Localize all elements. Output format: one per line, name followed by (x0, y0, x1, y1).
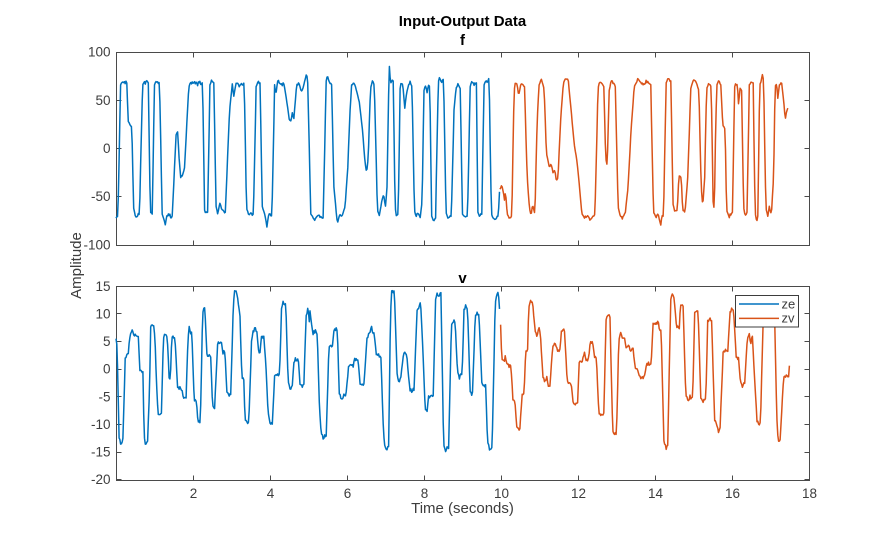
svg-text:-50: -50 (91, 189, 111, 204)
svg-text:-5: -5 (98, 389, 110, 404)
svg-text:14: 14 (648, 486, 664, 501)
svg-text:2: 2 (190, 486, 198, 501)
svg-text:-15: -15 (91, 445, 111, 460)
svg-text:15: 15 (95, 279, 110, 294)
svg-text:zv: zv (782, 311, 796, 326)
svg-text:4: 4 (267, 486, 275, 501)
svg-text:16: 16 (725, 486, 740, 501)
svg-text:12: 12 (571, 486, 586, 501)
svg-text:0: 0 (103, 141, 111, 156)
svg-text:10: 10 (95, 306, 110, 321)
svg-text:-20: -20 (91, 472, 111, 487)
svg-text:f: f (460, 32, 466, 49)
svg-text:50: 50 (95, 93, 110, 108)
svg-text:8: 8 (421, 486, 429, 501)
svg-text:Time (seconds): Time (seconds) (411, 500, 514, 517)
svg-text:0: 0 (103, 362, 111, 377)
svg-text:6: 6 (344, 486, 352, 501)
svg-text:-100: -100 (83, 238, 110, 253)
svg-text:ze: ze (782, 297, 796, 312)
svg-text:100: 100 (88, 45, 111, 60)
svg-text:Input-Output Data: Input-Output Data (399, 13, 527, 30)
svg-text:Amplitude: Amplitude (68, 232, 85, 299)
svg-text:18: 18 (802, 486, 817, 501)
svg-text:v: v (458, 270, 467, 287)
svg-text:5: 5 (103, 334, 111, 349)
svg-text:-10: -10 (91, 417, 111, 432)
svg-text:10: 10 (494, 486, 509, 501)
